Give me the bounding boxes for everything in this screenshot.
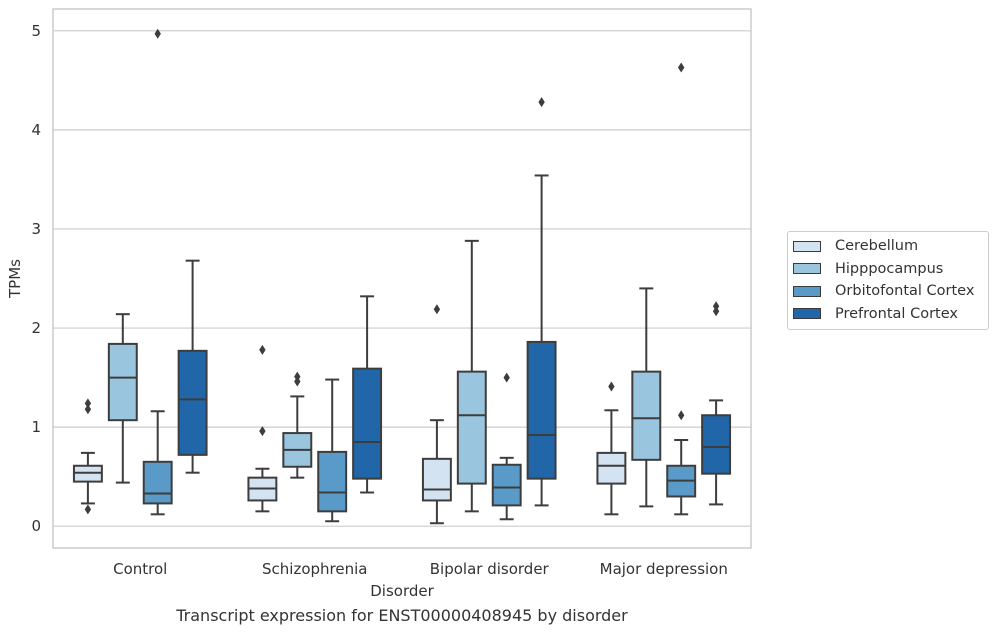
box-iqr [177, 349, 208, 456]
plot-area [52, 8, 752, 549]
box-3-2 [526, 97, 557, 507]
legend-item-prefrontal: Prefrontal Cortex [788, 303, 988, 326]
legend: Cerebellum Hipppocampus Orbitofontal Cor… [787, 231, 989, 330]
box-iqr [631, 370, 662, 461]
x-tick-label: Major depression [600, 560, 728, 578]
outlier-point [538, 97, 545, 108]
legend-item-cerebellum: Cerebellum [788, 235, 988, 258]
box-iqr [317, 450, 348, 513]
box-1-1 [282, 371, 313, 479]
legend-label: Cerebellum [835, 238, 919, 255]
y-axis-label: TPMs [6, 259, 24, 299]
legend-swatch [793, 285, 821, 297]
y-tick-label: 1 [31, 418, 41, 436]
y-tick-label: 4 [31, 121, 41, 139]
x-axis-label: Disorder [370, 582, 434, 600]
y-tick-label: 0 [31, 517, 41, 535]
box-0-1 [247, 344, 278, 513]
box-3-1 [352, 295, 383, 494]
outlier-point [678, 62, 685, 73]
box-series [72, 28, 732, 525]
box-0-2 [421, 304, 452, 525]
x-tick-label: Control [113, 560, 167, 578]
box-2-1 [317, 378, 348, 523]
box-iqr [526, 340, 557, 480]
x-tick-labels: Control Schizophrenia Bipolar disorder Majo… [113, 560, 728, 578]
outlier-point [503, 372, 510, 383]
outlier-point [84, 504, 92, 515]
grid-lines [53, 30, 751, 527]
outlier-point [154, 28, 161, 39]
y-tick-label: 5 [31, 22, 41, 40]
box-iqr [421, 457, 452, 502]
box-1-3 [631, 287, 662, 508]
legend-swatch [793, 263, 821, 275]
box-2-3 [666, 62, 697, 516]
y-tick-labels: 0 1 2 3 4 5 [31, 22, 41, 535]
legend-item-orbitofrontal: Orbitofontal Cortex [788, 280, 988, 303]
outlier-point [294, 371, 301, 382]
box-0-0 [72, 398, 103, 515]
box-iqr [107, 342, 138, 422]
box-iqr [352, 367, 383, 480]
chart-caption: Transcript expression for ENST0000040894… [176, 606, 628, 625]
legend-item-hippocampus: Hipppocampus [788, 258, 988, 281]
outlier-point [259, 344, 266, 355]
legend-label: Prefrontal Cortex [835, 305, 958, 322]
outlier-point [678, 410, 685, 421]
outlier-point [608, 381, 615, 392]
outlier-point [84, 404, 92, 415]
outlier-point [712, 301, 720, 312]
box-iqr [701, 414, 732, 475]
box-2-0 [142, 28, 173, 516]
box-iqr [491, 463, 522, 507]
box-iqr [456, 370, 487, 485]
y-tick-label: 2 [31, 319, 41, 337]
box-iqr [596, 451, 627, 485]
outlier-point [433, 304, 441, 315]
box-1-0 [107, 313, 138, 484]
y-tick-label: 3 [31, 220, 41, 238]
x-tick-label: Bipolar disorder [430, 560, 550, 578]
legend-label: Orbitofontal Cortex [835, 283, 975, 300]
outlier-point [84, 398, 92, 409]
box-iqr [142, 460, 173, 505]
outlier-point [259, 426, 266, 437]
x-tick-label: Schizophrenia [262, 560, 367, 578]
box-3-0 [177, 259, 208, 474]
legend-label: Hipppocampus [835, 260, 944, 277]
legend-swatch [793, 308, 821, 320]
box-0-3 [596, 381, 627, 516]
box-1-2 [456, 239, 487, 513]
box-2-2 [491, 372, 522, 521]
box-3-3 [701, 301, 732, 506]
legend-swatch [793, 240, 821, 252]
